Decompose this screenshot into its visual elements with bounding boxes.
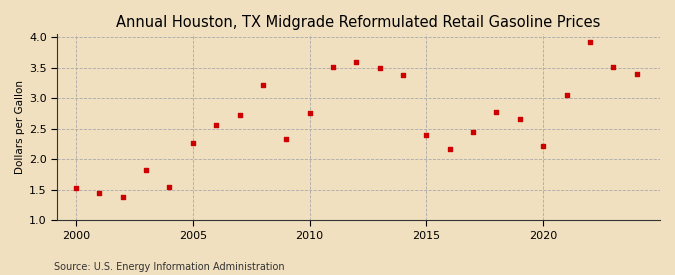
Point	[94, 191, 105, 196]
Point	[71, 186, 82, 190]
Point	[585, 40, 595, 45]
Point	[257, 82, 268, 87]
Point	[514, 117, 525, 122]
Point	[608, 65, 619, 69]
Point	[631, 72, 642, 76]
Point	[188, 141, 198, 145]
Point	[421, 133, 432, 137]
Point	[468, 130, 479, 134]
Point	[491, 109, 502, 114]
Point	[234, 112, 245, 117]
Point	[281, 137, 292, 141]
Point	[375, 65, 385, 70]
Point	[351, 60, 362, 64]
Point	[304, 111, 315, 115]
Point	[398, 73, 408, 77]
Point	[538, 144, 549, 148]
Point	[561, 93, 572, 97]
Point	[117, 195, 128, 199]
Point	[327, 65, 338, 69]
Point	[211, 123, 221, 127]
Point	[444, 147, 455, 152]
Y-axis label: Dollars per Gallon: Dollars per Gallon	[15, 80, 25, 174]
Title: Annual Houston, TX Midgrade Reformulated Retail Gasoline Prices: Annual Houston, TX Midgrade Reformulated…	[117, 15, 601, 30]
Point	[164, 185, 175, 189]
Point	[140, 168, 151, 172]
Text: Source: U.S. Energy Information Administration: Source: U.S. Energy Information Administ…	[54, 262, 285, 272]
